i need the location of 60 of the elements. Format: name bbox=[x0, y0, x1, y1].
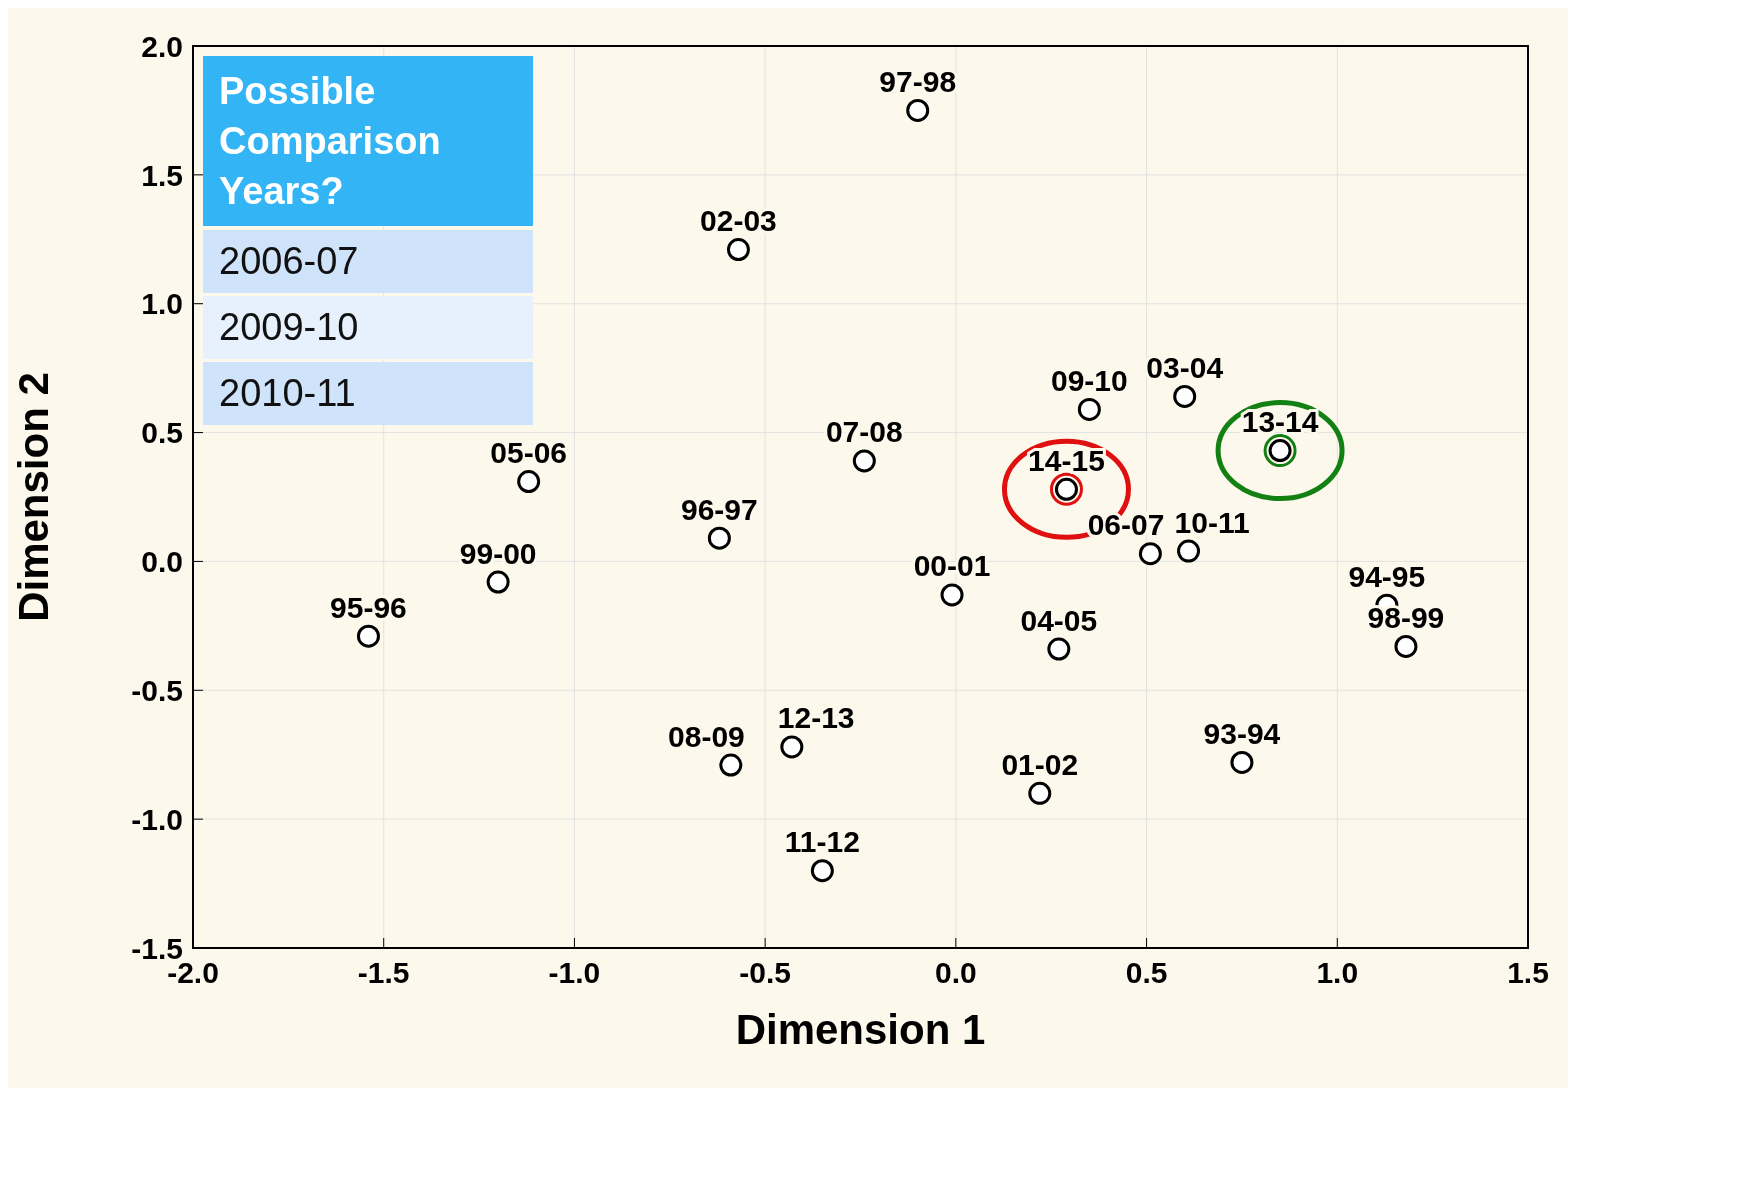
point bbox=[356, 624, 380, 648]
point bbox=[726, 238, 750, 262]
data-label: 01-02 bbox=[1001, 747, 1079, 781]
data-label: 10-11 bbox=[1174, 505, 1250, 539]
data-label: 11-12 bbox=[784, 825, 860, 859]
x-tick-label: 1.0 bbox=[1316, 956, 1359, 990]
data-label: 03-04 bbox=[1146, 350, 1224, 384]
point bbox=[486, 570, 510, 594]
data-label: 98-99 bbox=[1367, 600, 1445, 634]
y-tick-label: -0.5 bbox=[131, 673, 183, 707]
x-tick-label: 0.5 bbox=[1125, 956, 1168, 990]
y-tick-label: 1.0 bbox=[141, 287, 183, 321]
data-label: 09-10 bbox=[1050, 363, 1128, 397]
point bbox=[1173, 384, 1197, 408]
point bbox=[1394, 634, 1418, 658]
annotation: 2006-07 bbox=[203, 230, 533, 293]
y-tick-label: 1.5 bbox=[141, 158, 183, 192]
annotation: Possible Comparison Years? bbox=[203, 56, 533, 226]
data-label: 07-08 bbox=[825, 415, 903, 449]
point bbox=[1177, 539, 1201, 563]
data-label: 05-06 bbox=[490, 436, 568, 470]
data-label: 00-01 bbox=[913, 549, 991, 583]
point bbox=[1077, 397, 1101, 421]
y-tick-label: 0.5 bbox=[141, 416, 183, 450]
point bbox=[1047, 637, 1071, 661]
x-tick-label: 0.0 bbox=[935, 956, 977, 990]
x-tick-label: -1.0 bbox=[548, 956, 601, 990]
point bbox=[906, 98, 930, 122]
point bbox=[810, 859, 834, 883]
point bbox=[719, 753, 743, 777]
data-label: 96-97 bbox=[681, 492, 758, 526]
data-label: 08-09 bbox=[668, 719, 745, 753]
point bbox=[517, 470, 541, 494]
y-tick-label: 2.0 bbox=[141, 29, 183, 63]
point bbox=[780, 735, 804, 759]
y-tick-label: 0.0 bbox=[141, 545, 183, 579]
data-label: 14-15 bbox=[1028, 443, 1105, 477]
x-axis-title: Dimension 1 bbox=[735, 1006, 986, 1053]
data-label: 12-13 bbox=[777, 701, 855, 735]
x-tick-label: -1.5 bbox=[357, 956, 410, 990]
annotation: 2009-10 bbox=[203, 296, 533, 359]
y-axis-title: Dimension 2 bbox=[9, 372, 57, 622]
x-tick-label: -0.5 bbox=[739, 956, 791, 990]
data-label: 13-14 bbox=[1241, 405, 1319, 439]
data-label: 94-95 bbox=[1348, 559, 1426, 593]
point bbox=[852, 449, 876, 473]
point bbox=[1138, 542, 1162, 566]
data-label: 93-94 bbox=[1203, 716, 1281, 750]
data-label: 04-05 bbox=[1020, 603, 1098, 637]
x-tick-label: 1.5 bbox=[1507, 956, 1549, 990]
point bbox=[707, 526, 731, 550]
point bbox=[940, 583, 964, 607]
data-label: 95-96 bbox=[330, 590, 407, 624]
point bbox=[1028, 781, 1052, 805]
annotation: 2010-11 bbox=[203, 362, 533, 425]
point bbox=[1230, 750, 1254, 774]
data-label: 97-98 bbox=[879, 64, 957, 98]
data-label: 02-03 bbox=[700, 204, 777, 238]
y-tick-label: -1.0 bbox=[131, 802, 183, 836]
data-label: 99-00 bbox=[459, 536, 537, 570]
